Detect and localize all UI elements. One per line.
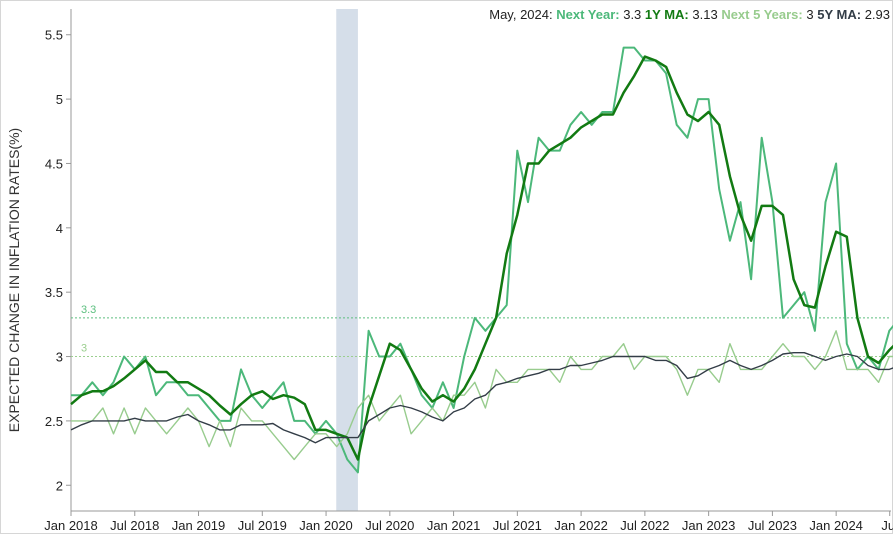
x-tick-label: Jan 2023 bbox=[682, 518, 736, 533]
y-axis-title: EXPECTED CHANGE IN INFLATION RATES(%) bbox=[6, 128, 22, 432]
series-line-1y-ma bbox=[70, 55, 893, 461]
legend-5y-ma-label: 5Y MA: bbox=[817, 7, 862, 22]
legend-1y-ma-value: 3.13 bbox=[692, 7, 718, 22]
x-tick-label: Jan 2021 bbox=[427, 518, 481, 533]
legend-next-year-label: Next Year: bbox=[556, 7, 620, 22]
series-line-5y-ma bbox=[70, 352, 893, 444]
x-tick-label: Jul 2018 bbox=[110, 518, 159, 533]
series-line-next-year bbox=[71, 46, 893, 474]
y-tick-label: 2 bbox=[56, 478, 63, 493]
y-tick-label: 5 bbox=[56, 92, 63, 107]
y-tick-label: 3.5 bbox=[45, 285, 63, 300]
x-tick-label: Jul 2022 bbox=[620, 518, 669, 533]
recession-band bbox=[336, 9, 358, 511]
legend-next-5-years-label: Next 5 Years: bbox=[721, 7, 803, 22]
legend-5y-ma-value: 2.93 bbox=[864, 7, 890, 22]
y-tick-label: 5.5 bbox=[45, 28, 63, 43]
x-tick-label: Jan 2018 bbox=[44, 518, 98, 533]
x-tick-label: Jan 2019 bbox=[172, 518, 226, 533]
x-tick-label: Jan 2024 bbox=[809, 518, 863, 533]
x-tick-label: Jul 2023 bbox=[748, 518, 797, 533]
y-tick-label: 2.5 bbox=[45, 414, 63, 429]
legend-1y-ma-label: 1Y MA: bbox=[644, 7, 689, 22]
legend-next-year-value: 3.3 bbox=[623, 7, 642, 22]
x-tick-label: Jul bbox=[881, 518, 893, 533]
x-tick-label: Jan 2020 bbox=[299, 518, 353, 533]
x-tick-label: Jan 2022 bbox=[554, 518, 608, 533]
reference-line-label: 3.3 bbox=[81, 304, 96, 316]
x-tick-label: Jul 2019 bbox=[238, 518, 287, 533]
x-tick-label: Jul 2021 bbox=[493, 518, 542, 533]
legend-date: May, 2024: bbox=[489, 7, 553, 22]
x-tick-label: Jul 2020 bbox=[365, 518, 414, 533]
y-tick-label: 4 bbox=[56, 221, 63, 236]
reference-line-label: 3 bbox=[81, 343, 87, 355]
legend-next-5-years-value: 3 bbox=[806, 7, 814, 22]
y-tick-label: 3 bbox=[56, 350, 63, 365]
y-tick-label: 4.5 bbox=[45, 156, 63, 171]
legend: May, 2024: Next Year: 3.3 1Y MA: 3.13 Ne… bbox=[489, 7, 890, 22]
series-line-next-5-years bbox=[71, 330, 893, 461]
